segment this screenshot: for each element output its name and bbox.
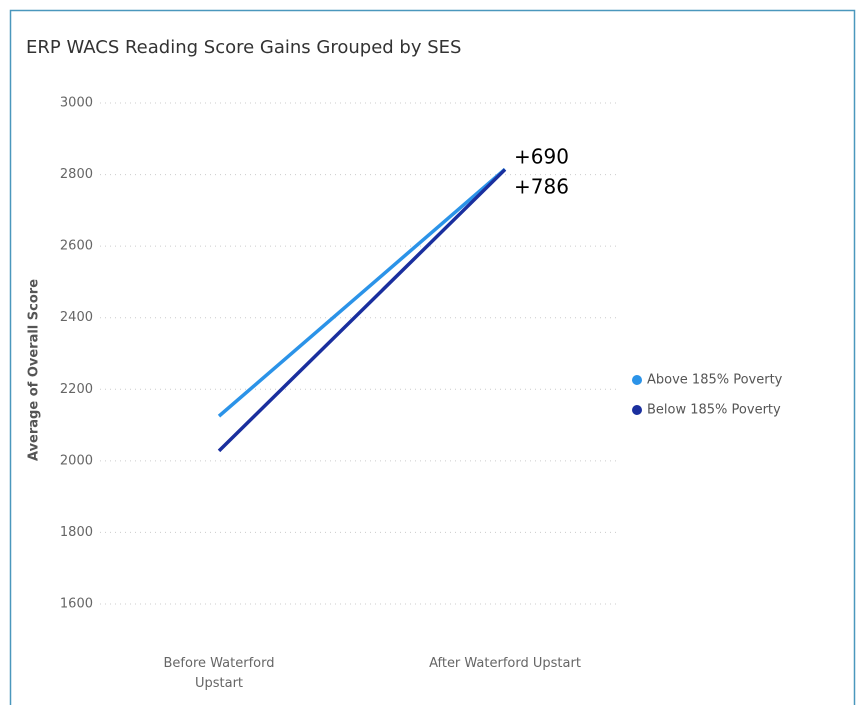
y-tick-label: 2200 xyxy=(60,382,93,397)
y-tick-label: 2000 xyxy=(60,453,93,468)
y-tick-label: 2800 xyxy=(60,167,93,182)
x-tick-label: After Waterford Upstart xyxy=(429,656,581,671)
legend-marker xyxy=(632,405,642,415)
legend-marker xyxy=(632,375,642,385)
chart-title: ERP WACS Reading Score Gains Grouped by … xyxy=(26,37,461,58)
legend-label: Below 185% Poverty xyxy=(647,403,781,418)
legend-label: Above 185% Poverty xyxy=(647,373,783,388)
y-tick-label: 2600 xyxy=(60,239,93,254)
line-series xyxy=(217,167,507,418)
y-tick-label: 3000 xyxy=(60,96,93,111)
y-tick-label: 1800 xyxy=(60,525,93,540)
annotation: +786 xyxy=(514,175,569,199)
y-tick-label: 1600 xyxy=(60,597,93,612)
y-tick-label: 2400 xyxy=(60,310,93,325)
line-series xyxy=(217,168,507,453)
y-axis-label: Average of Overall Score xyxy=(27,279,42,461)
annotation: +690 xyxy=(514,145,569,169)
x-tick-label: Before Waterford Upstart xyxy=(163,656,275,691)
frame xyxy=(9,9,856,705)
